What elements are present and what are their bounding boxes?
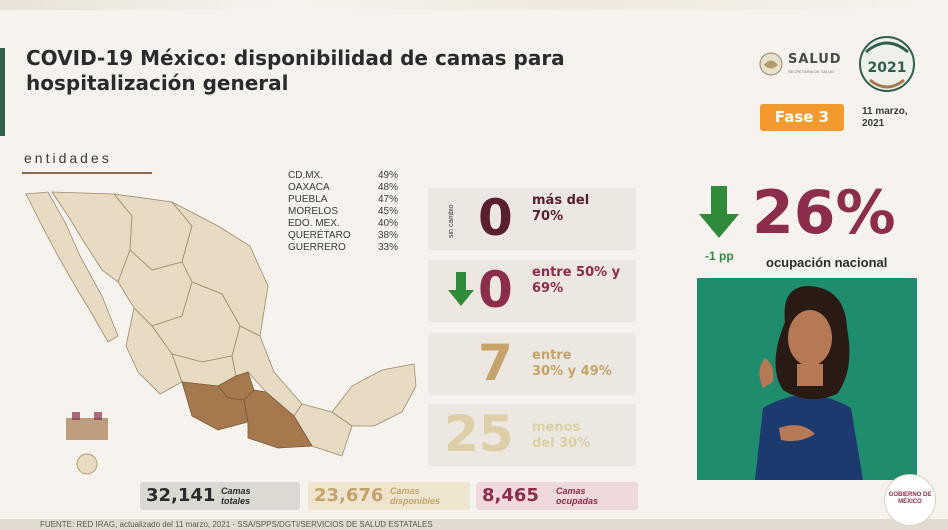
- national-occupancy-label: ocupación nacional: [766, 255, 888, 270]
- available-beds-label: Camas disponibles: [390, 486, 440, 506]
- map-region-yucatan: [331, 363, 417, 427]
- occupied-beds-box: [476, 482, 638, 510]
- state-name: CD.MX.: [288, 170, 323, 181]
- state-pct: 38%: [377, 230, 398, 241]
- available-beds-label-line: disponibles: [390, 496, 441, 506]
- available-beds-box: [308, 482, 470, 510]
- map-section-title: entidades: [24, 150, 112, 166]
- national-occupancy-value: 26%: [752, 178, 896, 248]
- year-2021-seal-icon: 2021: [859, 36, 915, 92]
- state-row: CD.MX. 49%: [288, 170, 398, 182]
- national-down-arrow-icon: [699, 186, 739, 238]
- title-accent-bar: [0, 48, 5, 136]
- page-title: COVID-19 México: disponibilidad de camas…: [26, 46, 626, 96]
- map-region-baja: [25, 191, 119, 343]
- range-label-line: más del: [532, 193, 590, 208]
- range-label-above-70: más del 70%: [532, 193, 589, 225]
- salud-logo-subtext: SECRETARÍA DE SALUD: [788, 69, 835, 74]
- state-name: EDO. MEX.: [288, 218, 340, 229]
- map-region-jalisco: [125, 307, 183, 395]
- state-name: OAXACA: [288, 182, 330, 193]
- total-beds-label-line: totales: [221, 496, 251, 506]
- state-pct: 48%: [377, 182, 398, 193]
- state-row: QUERÉTARO 38%: [288, 230, 398, 242]
- state-pct: 49%: [377, 170, 398, 181]
- total-beds-label: Camas totales: [221, 486, 251, 506]
- phase-badge: Fase 3: [760, 104, 844, 131]
- range-label-line: entre 50% y: [532, 265, 621, 280]
- range-label-line: 30% y 49%: [532, 364, 612, 379]
- total-beds-label-line: Camas: [221, 486, 251, 496]
- range-card-above-70: [428, 188, 636, 250]
- occupied-beds-value: 8,465: [482, 485, 539, 506]
- salud-logo-text: SALUD: [788, 52, 842, 67]
- total-beds-box: [140, 482, 300, 510]
- available-beds-value: 23,676: [314, 485, 384, 506]
- range-count-below-30: 25: [444, 405, 514, 463]
- sign-language-interpreter-video: [697, 278, 917, 480]
- salud-emblem-icon: [759, 52, 783, 76]
- state-name: GUERRERO: [288, 242, 346, 253]
- state-row: PUEBLA 47%: [288, 194, 398, 206]
- range-label-30-49: entre 30% y 49%: [532, 348, 612, 380]
- title-line-2: hospitalización general: [26, 71, 289, 95]
- no-change-note: sin cambio: [448, 204, 455, 238]
- range-label-below-30: menos del 30%: [532, 420, 590, 452]
- state-name: PUEBLA: [288, 194, 328, 205]
- title-line-1: COVID-19 México: disponibilidad de camas…: [26, 46, 565, 70]
- occupied-beds-label: Camas ocupadas: [556, 486, 598, 506]
- range-label-line: del 30%: [532, 436, 591, 451]
- building-emblem-icon: [66, 412, 108, 475]
- report-date: 11 marzo, 2021: [862, 106, 922, 130]
- year-seal-text: 2021: [868, 60, 907, 76]
- state-occupancy-list: CD.MX. 49% OAXACA 48% PUEBLA 47% MORELOS 45%…: [288, 170, 398, 254]
- map-section-underline: [22, 172, 152, 174]
- state-pct: 45%: [377, 206, 398, 217]
- occupied-beds-label-line: ocupadas: [556, 496, 599, 506]
- range-label-line: 70%: [532, 209, 564, 224]
- state-row: GUERRERO 33%: [288, 242, 398, 254]
- report-date-line-2: 2021: [862, 118, 885, 129]
- state-name: MORELOS: [288, 206, 339, 217]
- state-name: QUERÉTARO: [288, 230, 351, 241]
- state-pct: 40%: [377, 218, 398, 229]
- available-beds-label-line: Camas: [390, 486, 420, 496]
- range-card-30-49: [428, 333, 636, 395]
- range-label-line: 69%: [532, 281, 564, 296]
- state-row: EDO. MEX. 40%: [288, 218, 398, 230]
- gobierno-logo-text: GOBIERNO DE MÉXICO: [888, 492, 932, 505]
- range-count-30-49: 7: [478, 334, 513, 392]
- state-row: MORELOS 45%: [288, 206, 398, 218]
- top-decorative-strip: [0, 0, 948, 10]
- report-date-line-1: 11 marzo,: [862, 106, 908, 117]
- occupied-beds-label-line: Camas: [556, 486, 586, 496]
- total-beds-value: 32,141: [146, 485, 216, 506]
- range-card-below-30: [428, 404, 636, 466]
- state-row: OAXACA 48%: [288, 182, 398, 194]
- range-label-50-69: entre 50% y 69%: [532, 265, 620, 297]
- range-label-line: entre: [532, 348, 572, 363]
- range-count-above-70: 0: [478, 189, 513, 247]
- footer-source: FUENTE: RED IRAG, actualizado del 11 mar…: [40, 520, 433, 529]
- footer-bar: [0, 519, 948, 530]
- state-pct: 47%: [377, 194, 398, 205]
- range-label-line: menos: [532, 420, 581, 435]
- mexico-map: [25, 191, 417, 457]
- state-pct: 33%: [377, 242, 398, 253]
- national-change: -1 pp: [705, 249, 734, 263]
- map-region-highlight-oaxaca: [243, 389, 313, 449]
- range-count-50-69: 0: [478, 261, 513, 319]
- gobierno-logo-icon: [884, 474, 936, 526]
- down-arrow-icon: [448, 272, 474, 306]
